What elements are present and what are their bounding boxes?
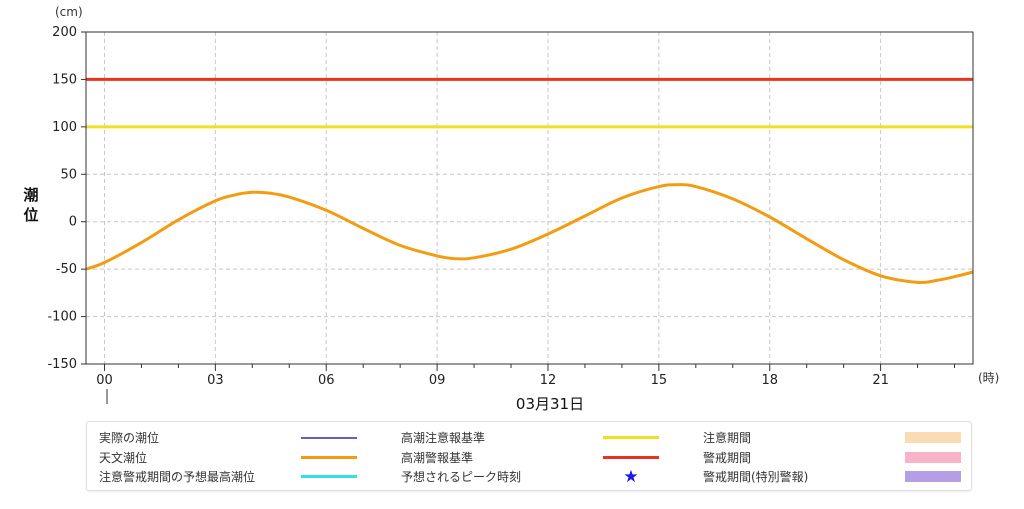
y-unit-label: (cm) <box>55 5 83 19</box>
legend-item: 注意警戒期間の予想最高潮位 <box>99 467 361 487</box>
y-axis-ticks: 200 150 100 50 0 -50 -100 -150 <box>47 25 86 372</box>
y-tick-label: -100 <box>47 310 77 325</box>
legend-line-swatch <box>603 456 659 459</box>
legend-item: 注意期間 <box>703 428 965 448</box>
y-tick-label: 150 <box>52 72 77 87</box>
legend-label: 警戒期間(特別警報) <box>703 470 809 484</box>
legend-line-swatch <box>603 436 659 439</box>
legend-label: 高潮警報基準 <box>401 451 474 465</box>
legend-item: 実際の潮位 <box>99 428 361 448</box>
legend-item: 警戒期間(特別警報) <box>703 467 965 487</box>
legend-label: 高潮注意報基準 <box>401 431 486 445</box>
legend-label: 実際の潮位 <box>99 431 160 445</box>
x-tick-label: 21 <box>872 373 889 388</box>
legend-line-swatch <box>301 456 357 459</box>
star-icon: ★ <box>623 467 639 487</box>
legend-area-swatch <box>905 432 961 443</box>
legend-item: 天文潮位 <box>99 448 361 468</box>
legend-line-swatch <box>301 437 357 439</box>
y-axis-label: 潮位 <box>23 186 38 224</box>
legend-item: 高潮警報基準 <box>401 448 663 468</box>
legend-label: 注意警戒期間の予想最高潮位 <box>99 470 256 484</box>
x-tick-label: 15 <box>651 373 668 388</box>
y-tick-label: 100 <box>52 120 77 135</box>
date-label: 03月31日 <box>516 395 584 413</box>
x-axis-ticks: 00 03 06 09 12 15 18 21 <box>96 364 956 388</box>
y-tick-label: 50 <box>60 167 77 182</box>
legend-label: 予想されるピーク時刻 <box>401 470 522 484</box>
x-unit-label: (時) <box>978 371 999 385</box>
y-tick-label: -50 <box>56 262 77 277</box>
x-tick-label: 09 <box>429 373 446 388</box>
series-line-astronomical-tide <box>85 183 974 285</box>
x-tick-label: 00 <box>96 373 113 388</box>
y-tick-label: -150 <box>47 357 77 372</box>
chart-legend: 実際の潮位 高潮注意報基準 注意期間天文潮位 高潮警報基準 警戒期間注意警戒期間の予想最… <box>86 421 972 491</box>
plot-frame <box>85 31 974 365</box>
legend-item: 予想されるピーク時刻 ★ <box>401 467 663 487</box>
y-tick-label: 200 <box>52 25 77 40</box>
legend-label: 注意期間 <box>703 431 752 445</box>
series-layer <box>85 183 974 285</box>
reference-lines <box>86 77 973 129</box>
legend-item: 高潮注意報基準 <box>401 428 663 448</box>
x-tick-label: 03 <box>207 373 224 388</box>
x-tick-label: 06 <box>318 373 335 388</box>
x-tick-label: 12 <box>540 373 557 388</box>
legend-area-swatch <box>905 471 961 482</box>
legend-label: 警戒期間 <box>703 451 752 465</box>
legend-line-swatch <box>301 475 357 478</box>
legend-area-swatch <box>905 452 961 463</box>
legend-item: 警戒期間 <box>703 448 965 468</box>
tide-chart: 200 150 100 50 0 -50 -100 -150 00 03 06 09 12 15 18 21… <box>23 5 999 413</box>
legend-label: 天文潮位 <box>99 451 148 465</box>
x-tick-label: 18 <box>761 373 778 388</box>
y-tick-label: 0 <box>69 215 77 230</box>
